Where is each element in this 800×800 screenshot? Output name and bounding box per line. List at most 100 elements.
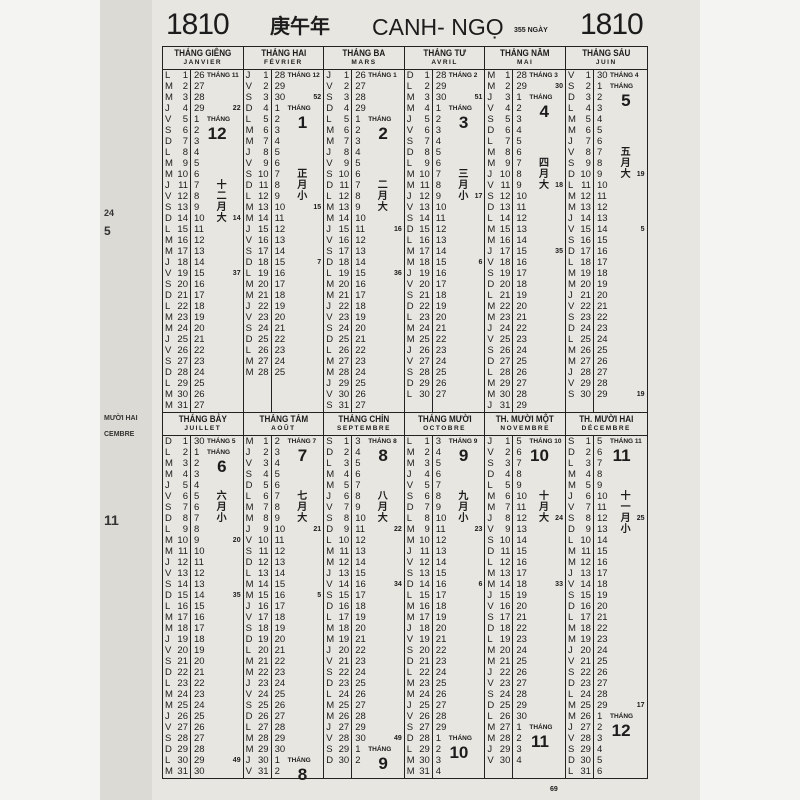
lunar-day: 30	[194, 766, 205, 777]
day-row: M 13 10 15	[244, 202, 324, 213]
weekday-letter: S	[487, 612, 494, 623]
solar-day: 9	[182, 158, 188, 169]
lunar-day: 9	[274, 513, 280, 524]
lunar-day: 10	[194, 213, 205, 224]
solar-day: 3	[424, 92, 430, 103]
solar-day: 17	[580, 246, 591, 257]
solar-day: 21	[258, 290, 269, 301]
side-note: 14	[232, 215, 241, 222]
lunar-day: 17	[194, 290, 205, 301]
weekday-letter: L	[165, 601, 171, 612]
calendar-second-half: THÁNG BẢY JUILLET D 1 30 L 2 1 M 3 2 M 4 3 J 5 4 V 6 5 S 7 6 D 8…	[162, 412, 648, 783]
lunar-day: 8	[516, 169, 522, 180]
solar-day: 7	[182, 502, 188, 513]
lunar-day: 13	[435, 235, 447, 246]
month-name-french: MARS	[351, 59, 377, 66]
solar-day: 8	[505, 147, 511, 158]
solar-day: 22	[338, 667, 350, 678]
weekday-letter: L	[567, 766, 574, 777]
weekday-letter: L	[326, 345, 332, 356]
solar-day: 16	[580, 235, 591, 246]
day-row: J 4 29 22	[163, 103, 243, 114]
day-row: J 31 29	[485, 400, 565, 411]
solar-day: 12	[258, 191, 269, 202]
solar-day: 4	[343, 469, 350, 480]
weekday-letter: J	[567, 645, 573, 656]
weekday-letter: S	[567, 667, 575, 678]
lunar-day: 24	[435, 667, 447, 678]
day-row: S 19 17	[485, 268, 565, 279]
weekday-letter: D	[406, 224, 414, 235]
lunar-day: 4	[194, 147, 200, 158]
solar-day: 22	[419, 667, 430, 678]
weekday-letter: J	[567, 136, 573, 147]
month-column: THÁNG CHÍN SEPTEMBRE S 1 3 D 2 4 L 3 5 M 4 6 M 5 7 J 6 8 V 7 9…	[324, 413, 405, 778]
weekday-letter: M	[487, 378, 496, 389]
solar-day: 29	[177, 744, 188, 755]
lunar-day: 13	[274, 557, 286, 568]
day-row: D 28 24	[163, 367, 243, 378]
day-row: S 10 7	[244, 169, 324, 180]
day-row: V 31 2	[244, 766, 324, 777]
solar-day: 7	[585, 136, 591, 147]
day-row: J 25 21	[163, 334, 243, 345]
lunar-day: 22	[274, 656, 286, 667]
day-row: L 19 23	[485, 634, 565, 645]
lunar-day: 14	[355, 557, 366, 568]
weekday-letter: V	[165, 114, 172, 125]
weekday-letter: S	[245, 623, 252, 634]
column-divider	[431, 70, 433, 412]
solar-day: 28	[177, 733, 188, 744]
lunar-day: 8	[596, 469, 603, 480]
day-row: V 27 26	[163, 722, 243, 733]
lunar-day: 23	[596, 634, 608, 645]
day-row: L 30 27	[405, 389, 485, 400]
weekday-letter: M	[406, 447, 415, 458]
lunar-month-label: THÁNG 12	[287, 72, 320, 79]
weekday-letter: M	[326, 546, 335, 557]
day-row: S 22 24	[324, 667, 404, 678]
day-row: D 4 29	[324, 103, 404, 114]
weekday-letter: S	[487, 191, 494, 202]
day-row: D 9 11 22	[324, 524, 404, 535]
solar-day: 14	[177, 579, 188, 590]
solar-day: 27	[419, 722, 430, 733]
weekday-letter: M	[406, 524, 415, 535]
lunar-day: 29	[274, 81, 286, 92]
day-row: M 28 24	[324, 367, 404, 378]
lunar-day: 26	[596, 356, 608, 367]
weekday-letter: M	[567, 469, 576, 480]
day-row: V 24 25	[244, 689, 324, 700]
new-lunar-month-label: THÁNG	[529, 724, 553, 731]
weekday-letter: S	[165, 279, 172, 290]
month-header: THÁNG CHÍN SEPTEMBRE	[324, 413, 404, 436]
solar-day: 15	[258, 590, 269, 601]
weekday-letter: L	[406, 590, 413, 601]
new-lunar-month-label: THÁNG	[287, 105, 311, 112]
day-row: V 28 3	[566, 733, 647, 744]
weekday-letter: S	[567, 158, 575, 169]
day-row: V 23 27	[485, 678, 565, 689]
lunar-day: 24	[596, 334, 608, 345]
solar-day: 28	[580, 733, 591, 744]
weekday-letter: M	[165, 323, 173, 334]
weekday-letter: L	[245, 722, 251, 733]
column-divider	[592, 436, 594, 778]
solar-day: 29	[499, 378, 511, 389]
lunar-day: 18	[516, 279, 527, 290]
weekday-letter: S	[245, 546, 252, 557]
days-count: 355 NGÀY	[514, 27, 548, 34]
solar-day: 28	[580, 367, 591, 378]
lunar-day: 17	[596, 568, 608, 579]
lunar-day: 11	[435, 524, 446, 535]
lunar-day: 21	[355, 634, 366, 645]
weekday-letter: S	[567, 590, 575, 601]
lunar-day: 10	[194, 546, 205, 557]
weekday-letter: M	[326, 367, 335, 378]
weekday-letter: J	[567, 568, 573, 579]
